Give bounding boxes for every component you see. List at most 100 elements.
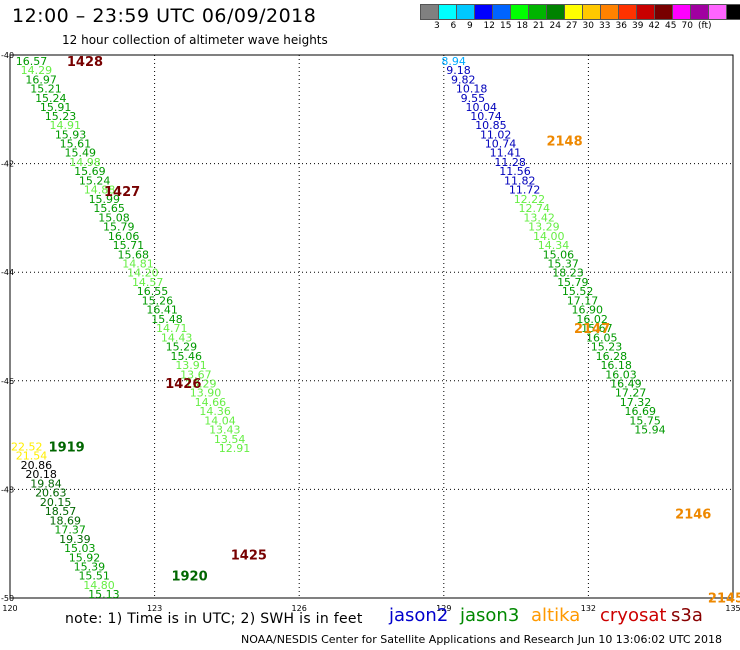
wave-height-value: 13.54 [214, 433, 246, 446]
wave-height-value: 15.46 [171, 350, 203, 363]
time-label: 1427 [104, 185, 140, 200]
legend-label: 33 [599, 21, 611, 31]
wave-height-value: 15.48 [151, 313, 183, 326]
y-tick-label: -42 [1, 160, 14, 169]
wave-height-value: 14.81 [122, 258, 154, 271]
wave-height-value: 14.34 [538, 239, 570, 252]
wave-height-value: 16.55 [137, 285, 169, 298]
legend-label: 42 [648, 21, 660, 31]
wave-height-value: 11.82 [504, 174, 536, 187]
x-tick-label: 132 [581, 604, 596, 613]
legend-label: 3 [434, 21, 440, 31]
wave-height-value: 13.29 [185, 378, 217, 391]
time-label: 1428 [67, 55, 103, 70]
credit-line: NOAA/NESDIS Center for Satellite Applica… [241, 633, 723, 646]
wave-height-value: 14.91 [50, 119, 82, 132]
color-scale-legend [420, 4, 740, 20]
y-tick-label: -44 [1, 268, 14, 277]
wave-height-value: 14.71 [156, 322, 188, 335]
wave-height-value: 15.92 [69, 551, 101, 564]
y-tick-label: -46 [1, 377, 14, 386]
wave-height-value: 15.26 [142, 294, 174, 307]
wave-height-value: 15.23 [591, 341, 623, 354]
time-label: 1919 [49, 441, 85, 456]
time-label: 2145 [708, 591, 740, 606]
wave-height-value: 15.51 [78, 570, 110, 583]
legend-label: 36 [615, 21, 627, 31]
wave-height-value: 19.84 [30, 477, 62, 490]
satellite-name: jason3 [460, 605, 520, 626]
wave-height-value: 15.06 [543, 248, 575, 261]
wave-height-value: 11.56 [499, 165, 530, 178]
wave-height-value: 9.18 [446, 64, 471, 77]
wave-height-value: 11.02 [480, 128, 512, 141]
wave-height-value: 16.18 [600, 359, 632, 372]
legend-label: 9 [467, 21, 473, 31]
wave-height-value: 21.54 [16, 450, 48, 463]
wave-height-value: 14.00 [533, 230, 565, 243]
wave-height-value: 15.23 [45, 110, 76, 123]
wave-height-value: 15.93 [55, 128, 87, 141]
wave-height-value: 15.79 [557, 276, 589, 289]
legend-label: 15 [500, 21, 512, 31]
legend-label: 24 [549, 21, 561, 31]
wave-height-value: 18.69 [50, 514, 82, 527]
wave-height-value: 15.39 [74, 561, 106, 574]
satellite-name: s3a [671, 605, 703, 626]
y-tick-label: -48 [1, 485, 14, 494]
wave-height-value: 10.04 [465, 101, 497, 114]
wave-height-value: 14.80 [83, 579, 115, 592]
wave-height-value: 15.29 [166, 341, 198, 354]
wave-height-value: 16.28 [596, 350, 628, 363]
wave-height-value: 15.24 [35, 92, 66, 105]
legend-label: 12 [483, 21, 495, 31]
wave-height-value: 15.08 [98, 211, 129, 224]
legend-label: 39 [632, 21, 644, 31]
legend-label: 27 [566, 21, 578, 31]
wave-height-value: 10.85 [475, 119, 507, 132]
x-tick-label: 120 [2, 604, 17, 613]
wave-height-value: 10.18 [456, 83, 488, 96]
wave-height-value: 15.37 [547, 258, 579, 271]
wave-height-value: 19.39 [59, 533, 91, 546]
wave-height-value: 11.28 [494, 156, 526, 169]
wave-height-value: 15.13 [88, 588, 120, 601]
wave-height-value: 15.91 [40, 101, 72, 114]
wave-height-value: 15.52 [562, 285, 594, 298]
wave-height-value: 18.23 [552, 267, 584, 280]
legend-label: 18 [516, 21, 528, 31]
wave-height-value: 13.91 [175, 359, 207, 372]
satellite-name: cryosat [600, 605, 667, 626]
wave-height-value: 16.57 [16, 55, 48, 68]
wave-height-value: 16.49 [610, 378, 642, 391]
time-label: 1425 [231, 549, 267, 564]
wave-height-value: 16.03 [605, 368, 637, 381]
wave-height-value: 15.67 [581, 322, 613, 335]
wave-height-value: 15.03 [64, 542, 96, 555]
note-text: note: 1) Time is in UTC; 2) SWH is in fe… [65, 611, 363, 627]
wave-height-value: 15.71 [113, 239, 145, 252]
wave-height-value: 15.24 [79, 174, 111, 187]
wave-height-value: 13.29 [528, 221, 560, 234]
wave-height-value: 14.43 [161, 331, 193, 344]
wave-height-value: 18.57 [45, 505, 76, 518]
wave-height-value: 15.49 [64, 147, 96, 160]
wave-height-value: 9.82 [451, 73, 476, 86]
wave-height-value: 22.52 [11, 441, 43, 454]
wave-height-value: 12.74 [519, 202, 551, 215]
x-tick-label: 135 [725, 604, 740, 613]
legend-label: 30 [582, 21, 594, 31]
wave-height-value: 15.65 [93, 202, 125, 215]
wave-height-value: 13.42 [523, 211, 555, 224]
wave-height-value: 16.41 [146, 304, 178, 317]
wave-height-value: 15.69 [74, 165, 106, 178]
wave-height-value: 10.74 [470, 110, 502, 123]
wave-height-value: 13.43 [209, 424, 241, 437]
wave-height-value: 14.20 [127, 267, 159, 280]
wave-height-value: 12.22 [514, 193, 546, 206]
wave-height-value: 14.98 [69, 156, 101, 169]
wave-height-value: 8.94 [441, 55, 466, 68]
wave-height-value: 14.66 [195, 396, 227, 409]
wave-height-value: 15.79 [103, 221, 135, 234]
